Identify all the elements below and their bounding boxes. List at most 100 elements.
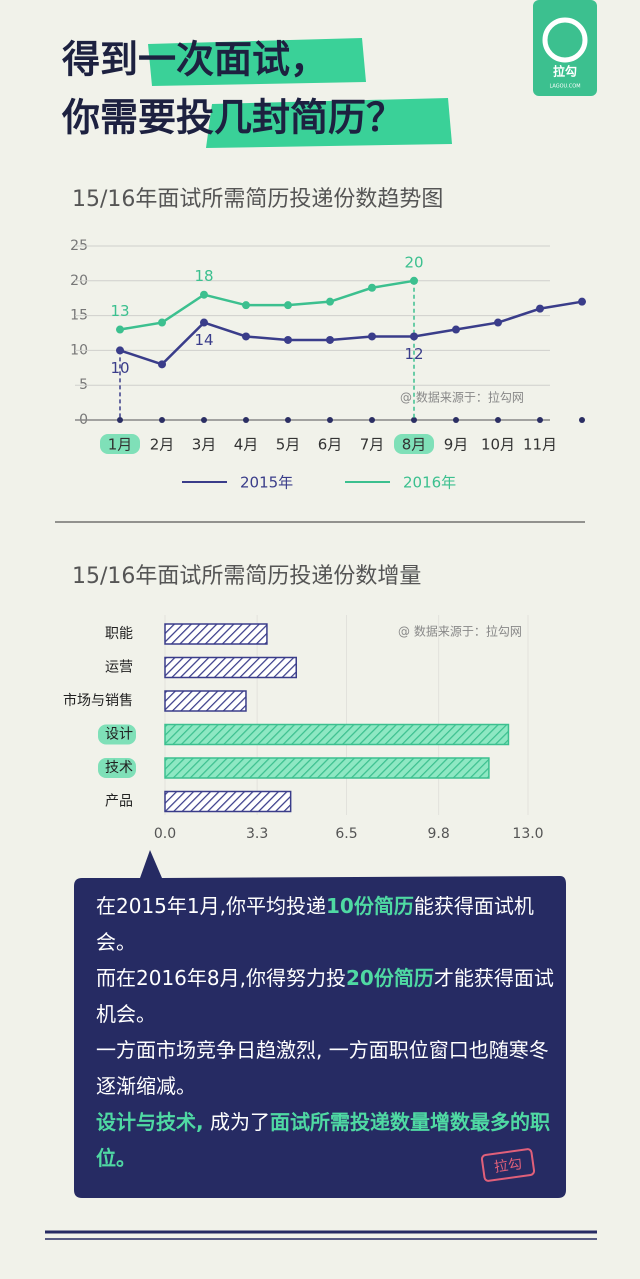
data-point xyxy=(242,332,250,341)
data-point xyxy=(200,290,208,299)
note-text: 才能获得面试机会。 xyxy=(96,966,554,1026)
note-emphasis: 面试所需投递数量增数最多的职位。 xyxy=(96,1110,550,1170)
data-point xyxy=(368,332,376,341)
bar xyxy=(164,690,247,712)
data-label: 12 xyxy=(404,345,423,363)
data-point xyxy=(536,304,544,313)
note-text: 而在2016年8月,你得努力投 xyxy=(96,966,346,990)
axis-dot xyxy=(159,417,165,423)
axis-dot xyxy=(369,417,375,423)
category-label: 市场与销售 xyxy=(63,692,133,709)
note: 在2015年1月,你平均投递10份简历能获得面试机会。 而在2016年8月,你得努… xyxy=(96,888,554,1176)
data-point xyxy=(242,301,250,310)
axis-dot xyxy=(327,417,333,423)
axis-dot xyxy=(243,417,249,423)
title-line: 得到一次面试， xyxy=(62,38,328,82)
logo-icon xyxy=(542,17,588,63)
x-tick-label: 11月 xyxy=(523,436,557,454)
axis-dot xyxy=(537,417,543,423)
category-highlight xyxy=(98,758,136,778)
x-tick-label: 6.5 xyxy=(335,826,357,842)
note-box xyxy=(74,850,566,1198)
category-label: 产品 xyxy=(105,794,133,810)
x-tick-label: 5月 xyxy=(276,436,301,454)
axis-dot xyxy=(579,417,585,423)
category-highlight xyxy=(98,724,136,745)
title-highlight xyxy=(206,98,452,148)
x-tick-label: 9.8 xyxy=(428,826,450,842)
note-text: 能获得面试机会。 xyxy=(96,894,534,954)
axis-dot xyxy=(201,417,207,423)
note-paragraph: 一方面市场竞争日趋激烈, 一方面职位窗口也随寒冬逐渐缩减。 xyxy=(96,1032,554,1104)
data-label: 14 xyxy=(194,331,213,349)
x-tick-label: 10月 xyxy=(481,436,515,454)
axis-dot xyxy=(495,417,501,423)
note-paragraph: 而在2016年8月,你得努力投20份简历才能获得面试机会。 xyxy=(96,960,554,1032)
data-label: 18 xyxy=(194,267,213,285)
note-text: 在2015年1月,你平均投递 xyxy=(96,894,326,918)
data-point xyxy=(410,276,418,285)
logo-box xyxy=(533,0,597,96)
x-tick-label: 7月 xyxy=(360,436,385,454)
stamp: 拉勾 xyxy=(493,1156,523,1176)
legend-label: 2015年 xyxy=(240,474,293,492)
axis-dot xyxy=(453,417,459,423)
data-label: 10 xyxy=(110,359,129,377)
x-tick-label: 4月 xyxy=(234,436,259,454)
logo-name: 拉勾 xyxy=(553,64,577,79)
category-label: 技术 xyxy=(105,760,133,776)
data-label: 20 xyxy=(404,253,423,271)
category-label: 职能 xyxy=(105,626,133,642)
data-point xyxy=(116,325,124,334)
title-line: 你需要投几封简历？ xyxy=(61,96,404,140)
data-point xyxy=(578,297,586,306)
x-tick-label: 8月 xyxy=(402,436,427,454)
axis-dot xyxy=(411,417,417,423)
data-point xyxy=(158,318,166,327)
title-highlight xyxy=(148,38,366,86)
stamp-frame xyxy=(480,1148,536,1182)
data-point xyxy=(326,297,334,306)
note-emphasis: 设计与技术, xyxy=(96,1110,204,1134)
legend-label: 2016年 xyxy=(403,474,456,492)
series-line xyxy=(119,279,415,331)
x-tick-label: 13.0 xyxy=(512,826,543,842)
x-tick-label: 2月 xyxy=(150,436,175,454)
category-highlight xyxy=(394,434,434,454)
chart-title: 15/16年面试所需简历投递份数趋势图 xyxy=(72,187,443,212)
series-line xyxy=(119,300,583,366)
category-highlight xyxy=(100,434,140,454)
note-emphasis: 10份简历 xyxy=(325,894,414,918)
data-point xyxy=(158,360,166,369)
chart-title: 15/16年面试所需简历投递份数增量 xyxy=(72,564,421,589)
note-paragraph: 在2015年1月,你平均投递10份简历能获得面试机会。 xyxy=(96,888,554,960)
x-tick-label: 9月 xyxy=(444,436,469,454)
data-point xyxy=(116,346,124,355)
x-tick-label: 1月 xyxy=(108,436,133,454)
note-text: 一方面市场竞争日趋激烈, 一方面职位窗口也随寒冬逐渐缩减。 xyxy=(96,1038,549,1098)
bar xyxy=(164,790,292,813)
axis-dot xyxy=(285,417,291,423)
note-text: 成为了 xyxy=(203,1110,270,1134)
bar xyxy=(164,656,297,679)
data-label: 13 xyxy=(110,302,129,320)
category-label: 运营 xyxy=(105,660,133,676)
note-paragraph: 设计与技术, 成为了面试所需投递数量增数最多的职位。 xyxy=(96,1104,554,1176)
x-tick-label: 6月 xyxy=(318,436,343,454)
data-point xyxy=(284,335,292,344)
x-tick-label: 0.0 xyxy=(154,826,176,842)
data-point xyxy=(410,332,418,341)
data-point xyxy=(200,318,208,327)
data-point xyxy=(326,335,334,344)
bar xyxy=(164,623,268,645)
data-point xyxy=(284,301,292,310)
logo-site: LAGOU.COM xyxy=(549,84,580,90)
note-emphasis: 20份简历 xyxy=(345,966,434,990)
annotation: @ 数据来源于：拉勾网 xyxy=(398,624,522,639)
axis-dot xyxy=(117,417,123,423)
annotation: @ 数据来源于：拉勾网 xyxy=(400,390,524,405)
bar xyxy=(164,757,490,779)
data-point xyxy=(494,318,502,327)
